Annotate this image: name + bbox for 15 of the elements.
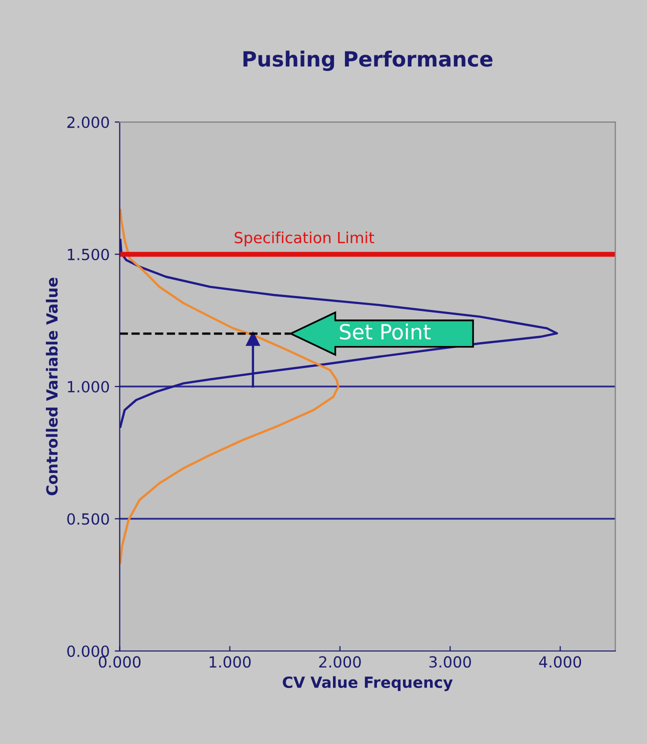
x-tick-label: 3.000 (429, 656, 471, 668)
y-tick-label: 1.500 (68, 248, 109, 260)
x-tick-label: 1.000 (210, 656, 251, 668)
y-tick-label: 0.500 (67, 513, 109, 525)
ref-line-label: Specification Limit (234, 232, 374, 246)
x-tick-label: 2.000 (319, 656, 361, 668)
y-tick-label: 0.000 (67, 645, 109, 658)
y-tick-label: 1.000 (68, 380, 109, 393)
y-tick-label: 2.000 (67, 116, 109, 128)
y-axis-title: Controlled Variable Value (46, 278, 58, 496)
x-axis-title: CV Value Frequency (282, 676, 453, 692)
x-tick-label: 0.000 (98, 656, 141, 668)
annotation: Set Point (340, 324, 431, 340)
chart-title: Pushing Performance (243, 50, 492, 71)
x-tick-label: 4.000 (539, 656, 582, 668)
